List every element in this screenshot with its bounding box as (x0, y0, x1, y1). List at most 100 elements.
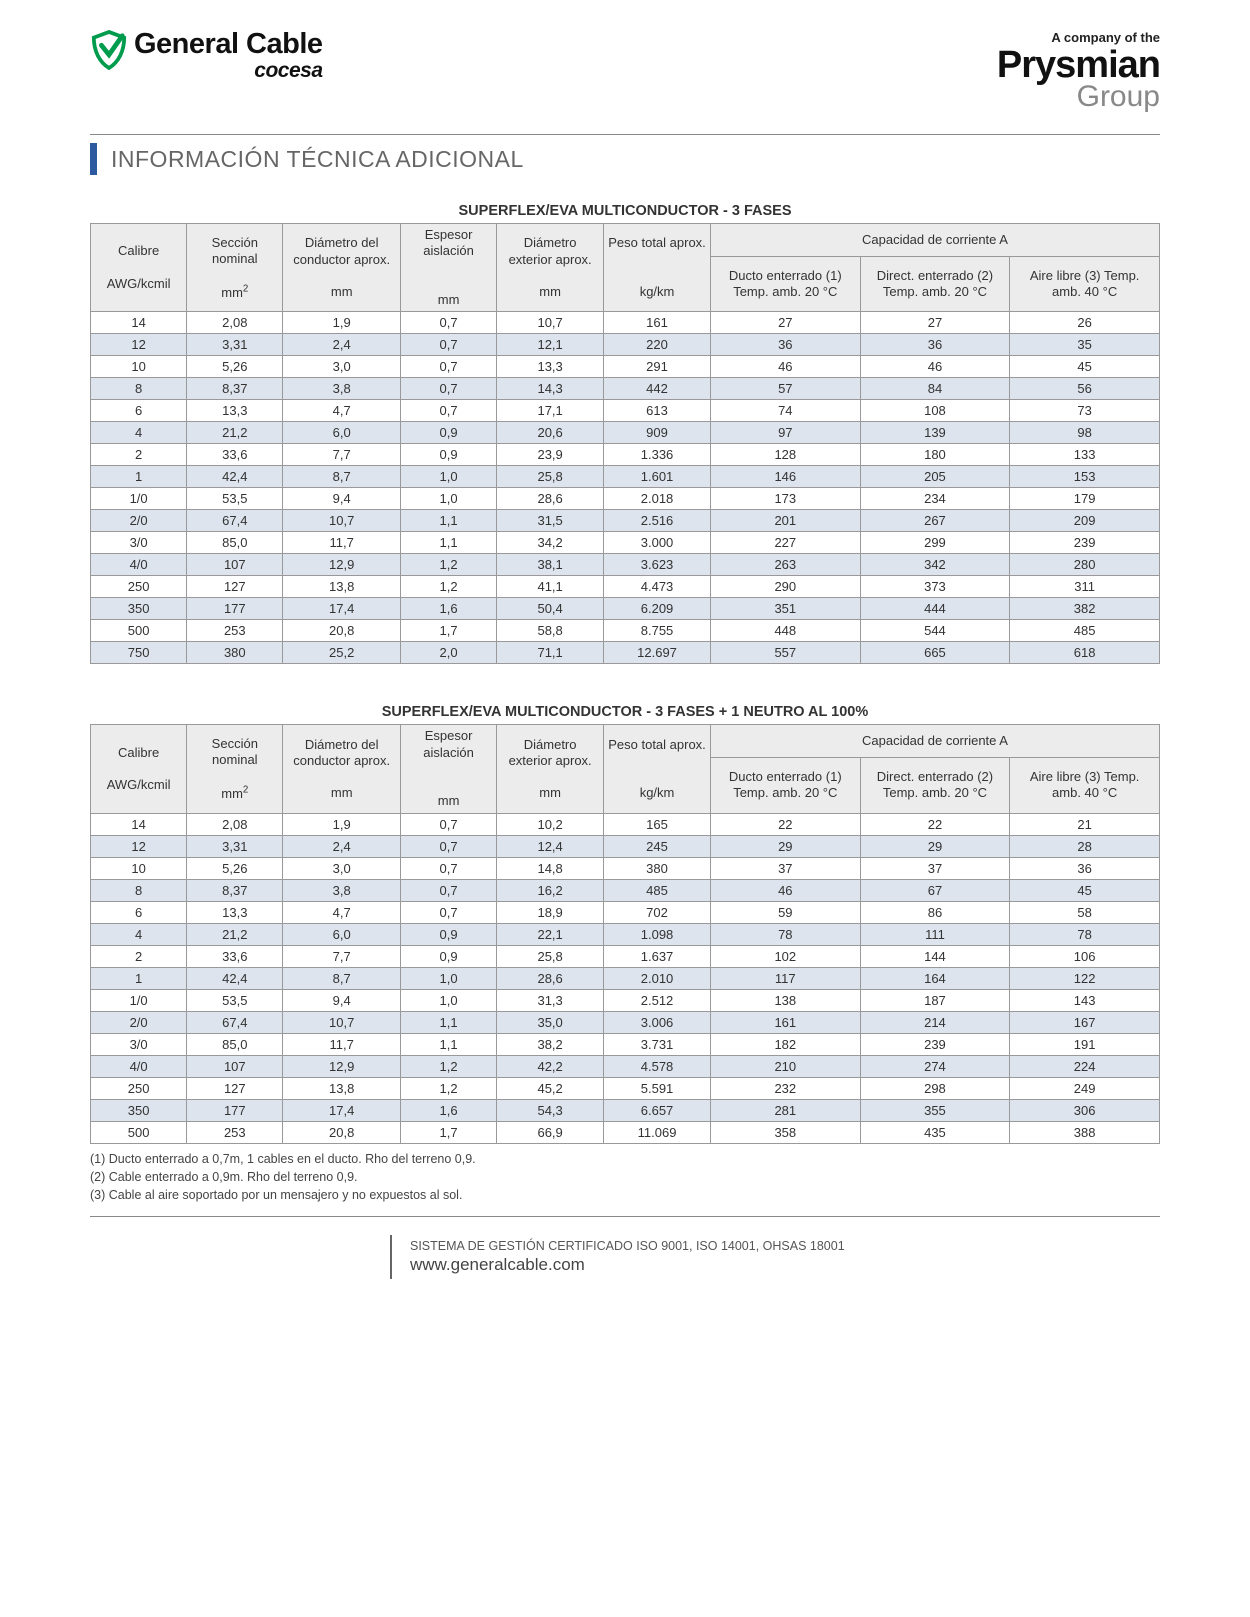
table-cell: 10,2 (497, 813, 604, 835)
table-cell: 0,7 (400, 400, 496, 422)
table-cell: 1,2 (400, 1077, 496, 1099)
table-cell: 7,7 (283, 444, 401, 466)
col-diam-cond: Diámetro del conductor aprox.mm (283, 725, 401, 813)
table-cell: 3/0 (91, 1033, 187, 1055)
table-cell: 444 (860, 598, 1010, 620)
table-cell: 42,4 (187, 967, 283, 989)
table-cell: 36 (860, 334, 1010, 356)
table-cell: 17,4 (283, 1099, 401, 1121)
table-row: 50025320,81,758,88.755448544485 (91, 620, 1160, 642)
table-cell: 1,2 (400, 554, 496, 576)
table-cell: 128 (710, 444, 860, 466)
table-cell: 8.755 (604, 620, 711, 642)
table-cell: 4.578 (604, 1055, 711, 1077)
table-cell: 67,4 (187, 510, 283, 532)
table-row: 88,373,80,716,2485466745 (91, 879, 1160, 901)
table-row: 613,34,70,718,9702598658 (91, 901, 1160, 923)
table-cell: 9,4 (283, 989, 401, 1011)
table-cell: 8 (91, 378, 187, 400)
table-cell: 350 (91, 1099, 187, 1121)
table-cell: 37 (710, 857, 860, 879)
table-cell: 53,5 (187, 989, 283, 1011)
table-cell: 177 (187, 1099, 283, 1121)
table-cell: 25,2 (283, 642, 401, 664)
table-cell: 14,3 (497, 378, 604, 400)
table-row: 25012713,81,245,25.591232298249 (91, 1077, 1160, 1099)
table-cell: 45 (1010, 356, 1160, 378)
table-row: 142,48,71,028,62.010117164122 (91, 967, 1160, 989)
table-cell: 86 (860, 901, 1010, 923)
table-cell: 27 (860, 312, 1010, 334)
table-row: 88,373,80,714,3442578456 (91, 378, 1160, 400)
table-cell: 107 (187, 554, 283, 576)
table-row: 2/067,410,71,135,03.006161214167 (91, 1011, 1160, 1033)
footnotes: (1) Ducto enterrado a 0,7m, 1 cables en … (90, 1150, 1160, 1217)
table-cell: 66,9 (497, 1121, 604, 1143)
table-cell: 232 (710, 1077, 860, 1099)
table-cell: 253 (187, 1121, 283, 1143)
table-cell: 38,1 (497, 554, 604, 576)
table-row: 1/053,59,41,028,62.018173234179 (91, 488, 1160, 510)
table-cell: 380 (604, 857, 711, 879)
table-cell: 1,1 (400, 1011, 496, 1033)
table-cell: 18,9 (497, 901, 604, 923)
col-direct: Direct. enterrado (2) Temp. amb. 20 °C (860, 256, 1010, 312)
table-row: 142,081,90,710,2165222221 (91, 813, 1160, 835)
table-cell: 0,7 (400, 901, 496, 923)
table-cell: 442 (604, 378, 711, 400)
col-seccion: Sección nominalmm2 (187, 224, 283, 312)
table-cell: 10 (91, 356, 187, 378)
table-cell: 1,2 (400, 1055, 496, 1077)
table-cell: 74 (710, 400, 860, 422)
table-cell: 133 (1010, 444, 1160, 466)
table-cell: 253 (187, 620, 283, 642)
col-capacidad: Capacidad de corriente A (710, 725, 1159, 758)
table-cell: 165 (604, 813, 711, 835)
table-cell: 42,2 (497, 1055, 604, 1077)
note-1: (1) Ducto enterrado a 0,7m, 1 cables en … (90, 1150, 1160, 1168)
table-cell: 25,8 (497, 945, 604, 967)
table-cell: 28 (1010, 835, 1160, 857)
table-cell: 50,4 (497, 598, 604, 620)
table-cell: 20,8 (283, 1121, 401, 1143)
table-cell: 6 (91, 400, 187, 422)
table-cell: 34,2 (497, 532, 604, 554)
table-cell: 13,3 (497, 356, 604, 378)
table-cell: 16,2 (497, 879, 604, 901)
section-title-bar: INFORMACIÓN TÉCNICA ADICIONAL (90, 134, 1160, 175)
table-cell: 2/0 (91, 510, 187, 532)
table-cell: 3,0 (283, 356, 401, 378)
table-cell: 12,4 (497, 835, 604, 857)
table-cell: 102 (710, 945, 860, 967)
table-cell: 5,26 (187, 857, 283, 879)
table-cell: 173 (710, 488, 860, 510)
table-cell: 3,8 (283, 879, 401, 901)
table-cell: 17,1 (497, 400, 604, 422)
cocesa-subtitle: cocesa (134, 59, 323, 83)
table-cell: 28,6 (497, 967, 604, 989)
table-cell: 179 (1010, 488, 1160, 510)
table-cell: 27 (710, 312, 860, 334)
table-cell: 351 (710, 598, 860, 620)
table-cell: 7,7 (283, 945, 401, 967)
table-cell: 37 (860, 857, 1010, 879)
company-of-text: A company of the (997, 30, 1160, 45)
table-cell: 177 (187, 598, 283, 620)
table-cell: 0,7 (400, 378, 496, 400)
table-cell: 201 (710, 510, 860, 532)
table-cell: 6,0 (283, 923, 401, 945)
table-cell: 21,2 (187, 422, 283, 444)
table-row: 3/085,011,71,134,23.000227299239 (91, 532, 1160, 554)
table-cell: 46 (710, 879, 860, 901)
table-cell: 263 (710, 554, 860, 576)
table-cell: 59 (710, 901, 860, 923)
table-cell: 750 (91, 642, 187, 664)
table-cell: 239 (1010, 532, 1160, 554)
table-cell: 0,7 (400, 813, 496, 835)
col-espesor: Espesor aislaciónmm (400, 224, 496, 312)
col-peso: Peso total aprox.kg/km (604, 224, 711, 312)
table-cell: 4/0 (91, 554, 187, 576)
table2-header: CalibreAWG/kcmil Sección nominalmm2 Diám… (91, 725, 1160, 813)
table-cell: 500 (91, 620, 187, 642)
table-cell: 250 (91, 576, 187, 598)
